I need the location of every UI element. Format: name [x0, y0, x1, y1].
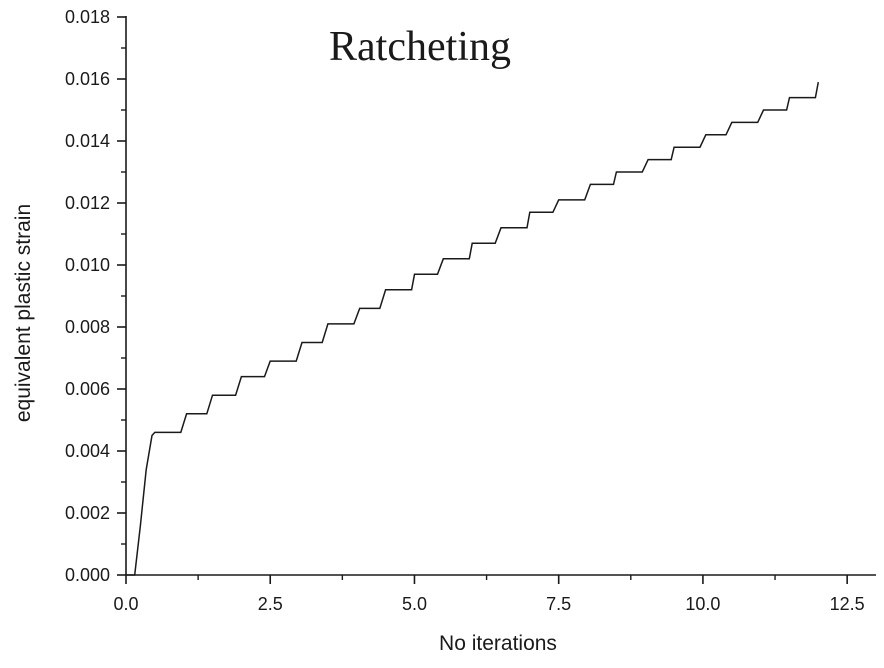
x-tick-label: 0.0 — [113, 594, 138, 614]
chart-title: Ratcheting — [329, 24, 511, 70]
y-tick-label: 0.006 — [65, 379, 110, 399]
y-tick-label: 0.012 — [65, 193, 110, 213]
x-axis: 0.0 2.5 5.0 7.5 10.0 12.5 — [113, 574, 876, 614]
y-tick-label: 0.008 — [65, 317, 110, 337]
x-tick-label: 12.5 — [830, 594, 865, 614]
y-tick-label: 0.016 — [65, 69, 110, 89]
y-tick-label: 0.014 — [65, 131, 110, 151]
x-tick-label: 5.0 — [402, 594, 427, 614]
y-axis-title: equivalent plastic strain — [12, 204, 35, 422]
x-axis-title: No iterations — [439, 632, 557, 655]
y-tick-label: 0.000 — [65, 565, 110, 585]
y-axis: 0.000 0.002 0.004 0.006 0.008 0.010 0.012 0.014… — [65, 7, 127, 585]
y-tick-label: 0.002 — [65, 503, 110, 523]
series-line — [126, 81, 820, 576]
y-tick-label: 0.010 — [65, 255, 110, 275]
series-group — [126, 81, 820, 576]
y-tick-label: 0.018 — [65, 7, 110, 27]
x-tick-label: 7.5 — [546, 594, 571, 614]
y-tick-label: 0.004 — [65, 441, 110, 461]
x-tick-label: 2.5 — [258, 594, 283, 614]
x-tick-label: 10.0 — [685, 594, 720, 614]
